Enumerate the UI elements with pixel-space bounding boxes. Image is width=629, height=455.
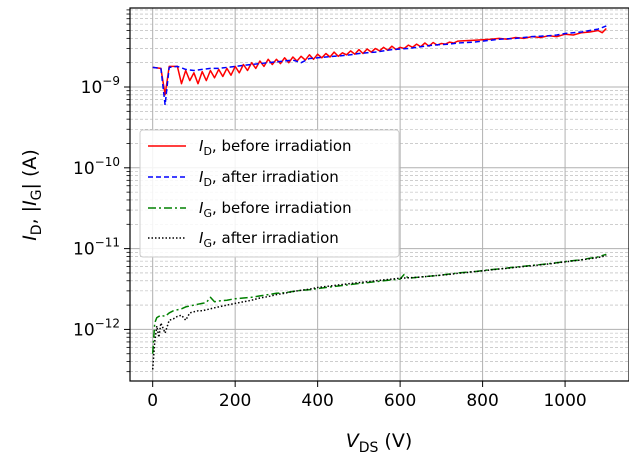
y-axis-title: ID, |IG| (A) [19, 149, 45, 241]
y-ticks: 10−12 10−11 10−10 10−9 [73, 9, 130, 373]
y-tick-label: 10−11 [73, 236, 120, 260]
series-line-3 [151, 254, 607, 370]
legend-label-ig-after: IG, after irradiation [199, 229, 339, 250]
x-axis-title: VDS (V) [346, 430, 413, 455]
y-tick-label: 10−12 [73, 316, 120, 340]
plot-area [151, 25, 607, 370]
series-line-1 [152, 25, 607, 106]
x-tick-label: 200 [219, 391, 251, 411]
series-layer [151, 25, 607, 370]
legend: ID, before irradiation ID, after irradia… [139, 129, 400, 258]
legend-label-id-before: ID, before irradiation [199, 137, 352, 158]
y-tick-label: 10−9 [81, 74, 120, 98]
x-tick-label: 800 [466, 391, 498, 411]
x-tick-label: 600 [384, 391, 416, 411]
axes-frame [129, 7, 629, 382]
series-line-0 [152, 27, 607, 96]
legend-label-ig-before: IG, before irradiation [199, 199, 352, 220]
x-tick-label: 1000 [543, 391, 586, 411]
series-line-2 [151, 253, 607, 354]
x-ticks: 0 200 400 600 800 1000 [147, 381, 587, 411]
x-tick-label: 0 [147, 391, 158, 411]
legend-label-id-after: ID, after irradiation [199, 168, 339, 189]
y-tick-label: 10−10 [73, 155, 120, 179]
x-tick-label: 400 [301, 391, 333, 411]
legend-box [139, 129, 400, 258]
